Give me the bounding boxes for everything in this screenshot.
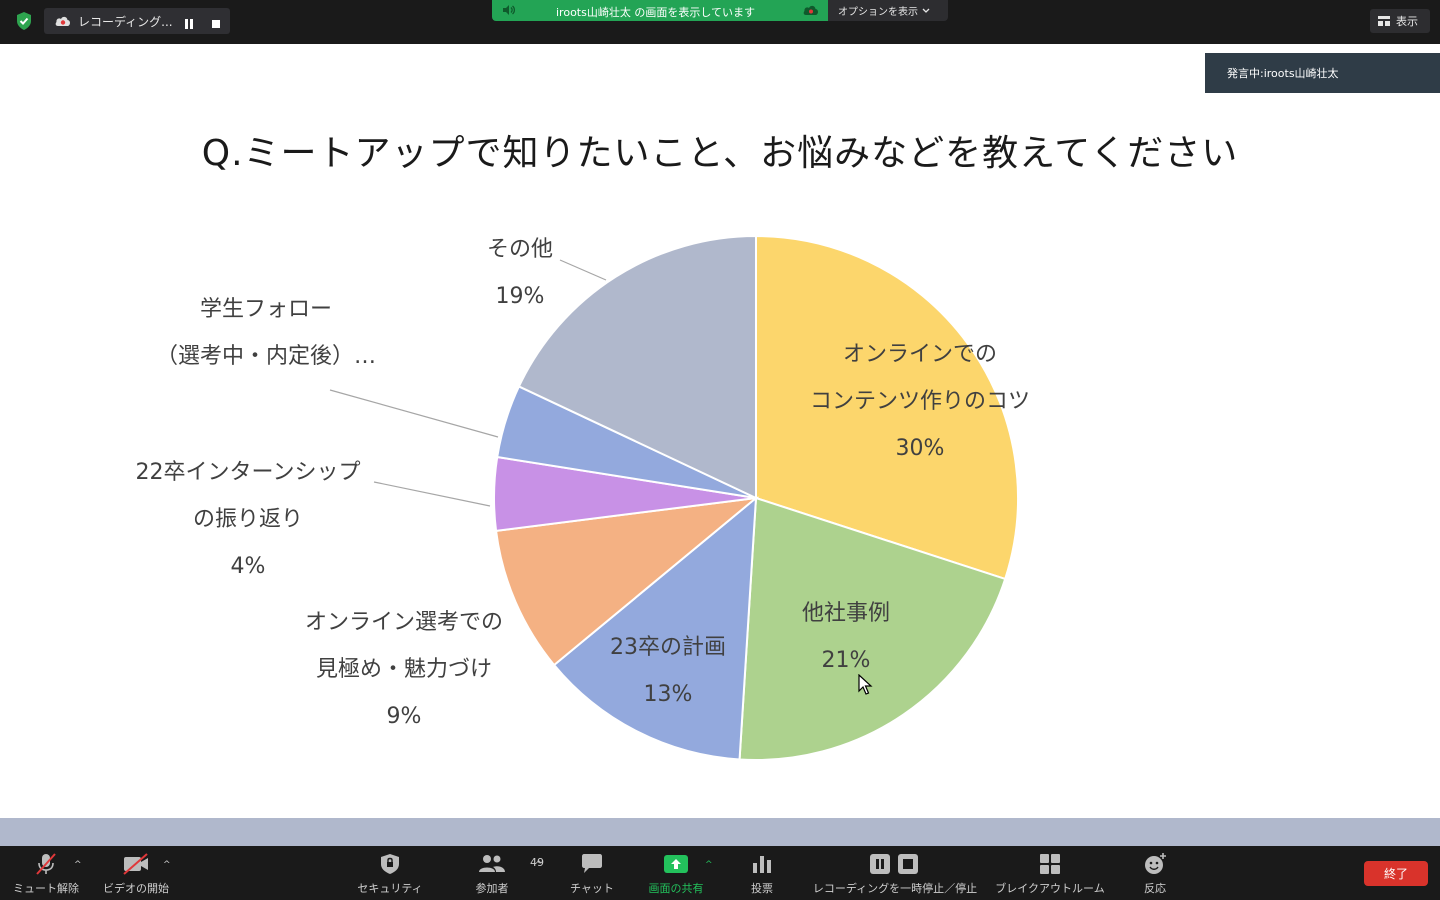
slice-category-label: の振り返り [193, 507, 303, 532]
view-options-button[interactable]: オプションを表示 [828, 0, 948, 21]
muted-microphone-icon [33, 852, 59, 876]
unmute-label: ミュート解除 [13, 882, 79, 895]
unmute-button[interactable]: ミュート解除 [10, 846, 82, 900]
polls-label: 投票 [751, 882, 773, 895]
mouse-cursor-icon [858, 673, 874, 700]
grid-view-icon [1378, 16, 1390, 26]
participants-label: 参加者 [475, 882, 509, 895]
share-screen-label: 画面の共有 [648, 882, 704, 895]
video-off-icon [122, 852, 150, 876]
pie-slice-7 [517, 234, 757, 500]
reactions-button[interactable]: 反応 [1120, 846, 1190, 900]
slice-category-label: 見極め・魅力づけ [316, 657, 492, 682]
slice-category-label: コンテンツ作りのコツ [810, 389, 1030, 414]
security-shield-icon[interactable] [12, 10, 36, 32]
breakout-rooms-button[interactable]: ブレイクアウトルーム [990, 846, 1110, 900]
participants-icon: 49 [478, 852, 544, 876]
slice-category-label: 22卒インターンシップ [136, 460, 361, 485]
start-video-label: ビデオの開始 [103, 882, 169, 895]
security-button[interactable]: セキュリティ [354, 846, 426, 900]
slice-category-label: 学生フォロー [200, 297, 332, 322]
cloud-icon [802, 3, 820, 17]
end-meeting-button[interactable]: 終了 [1364, 861, 1428, 886]
share-screen-button[interactable]: 画面の共有 [640, 846, 712, 900]
participants-options-chevron-icon[interactable]: ^ [535, 860, 543, 870]
meeting-top-bar: レコーディング... iroots山崎壮太 の画面を表示しています オプションを… [0, 0, 1440, 44]
slide-title: Q.ミートアップで知りたいこと、お悩みなどを教えてください [201, 133, 1239, 174]
breakout-rooms-icon [1039, 852, 1061, 876]
chat-bubble-icon [580, 852, 604, 876]
pie-slice-4 [494, 496, 760, 667]
slide-bottom-band [0, 818, 1440, 846]
pie-slice-2 [738, 496, 1007, 761]
video-options-chevron-icon[interactable]: ^ [163, 860, 171, 870]
polls-button[interactable]: 投票 [726, 846, 798, 900]
participants-button[interactable]: 49 参加者 [456, 846, 544, 900]
slice-percent-label: 13% [644, 682, 693, 707]
audio-options-chevron-icon[interactable]: ^ [74, 860, 82, 870]
recording-control-button[interactable]: レコーディングを一時停止／停止 [808, 846, 982, 900]
security-label: セキュリティ [357, 882, 423, 895]
smiley-add-icon [1143, 852, 1167, 876]
active-speaker-tag: 発言中:iroots山崎壮太 [1205, 53, 1440, 93]
slice-percent-label: 21% [822, 648, 871, 673]
active-speaker-label: 発言中:iroots山崎壮太 [1227, 67, 1339, 80]
view-options-label: オプションを表示 [838, 7, 918, 18]
shield-icon [379, 852, 401, 876]
start-video-button[interactable]: ビデオの開始 [100, 846, 172, 900]
leader-line-5 [373, 481, 491, 507]
pause-recording-icon[interactable] [184, 15, 194, 34]
slice-category-label: その他 [487, 237, 553, 262]
stop-recording-icon[interactable] [211, 15, 221, 34]
recording-indicator[interactable]: レコーディング... [44, 8, 230, 34]
participants-count: 49 [530, 856, 544, 869]
slice-category-label: （選考中・内定後）… [156, 344, 376, 369]
pie-slice-1 [755, 234, 1019, 581]
pie-slice-3 [552, 495, 758, 761]
bar-chart-icon [751, 852, 773, 876]
slice-category-label: オンライン選考での [305, 610, 503, 635]
slice-percent-label: 9% [387, 704, 422, 729]
slice-category-label: オンラインでの [843, 342, 997, 367]
chat-button[interactable]: チャット [556, 846, 628, 900]
chevron-down-icon [922, 8, 930, 14]
cloud-recording-icon [54, 14, 72, 28]
slice-percent-label: 30% [896, 436, 945, 461]
recording-control-label: レコーディングを一時停止／停止 [812, 882, 978, 895]
share-options-chevron-icon[interactable]: ^ [705, 860, 713, 870]
breakout-rooms-label: ブレイクアウトルーム [995, 882, 1105, 895]
view-label: 表示 [1396, 15, 1418, 28]
share-banner-text: iroots山崎壮太 の画面を表示しています [556, 6, 756, 19]
leader-line-7 [559, 259, 607, 281]
slice-category-label: 23卒の計画 [610, 635, 726, 660]
pause-stop-icon [869, 852, 921, 876]
speaker-volume-icon [502, 4, 516, 16]
view-button[interactable]: 表示 [1370, 9, 1430, 33]
screen-share-banner: iroots山崎壮太 の画面を表示しています [492, 0, 828, 21]
slice-percent-label: 4% [231, 554, 266, 579]
slice-percent-label: 19% [496, 284, 545, 309]
slice-category-label: 他社事例 [802, 601, 890, 626]
recording-label: レコーディング... [78, 14, 173, 29]
meeting-toolbar: ミュート解除 ^ ビデオの開始 ^ セキュリティ 49 参加者 ^ チャット 画… [0, 846, 1440, 900]
reactions-label: 反応 [1144, 882, 1166, 895]
leader-line-6 [329, 389, 499, 438]
chat-label: チャット [570, 882, 614, 895]
share-screen-icon [663, 852, 689, 876]
